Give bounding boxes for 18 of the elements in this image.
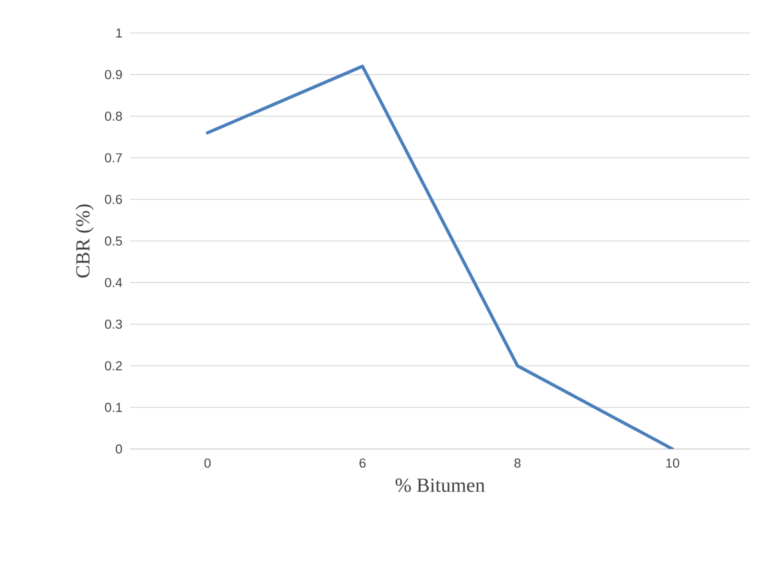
y-tick-label: 0.1 [104, 402, 122, 412]
x-tick-label: 0 [204, 458, 211, 468]
y-tick-label: 0.8 [104, 112, 122, 121]
y-tick-label: 0.6 [104, 194, 122, 204]
y-tick-label: 0 [116, 444, 122, 454]
y-tick-label: 0.2 [104, 361, 122, 370]
y-tick-label: 0.4 [104, 278, 122, 288]
line-series [206, 64, 674, 449]
x-tick-label: 10 [666, 458, 680, 468]
y-tick-label: 0.5 [104, 236, 122, 246]
x-tick-label: 6 [360, 458, 366, 468]
x-tick-label: 8 [514, 458, 521, 468]
y-tick-label: 0.3 [104, 320, 122, 329]
x-axis-title: % Bitumen [396, 478, 485, 492]
y-tick-label: 0.9 [104, 70, 122, 80]
y-axis-title: CBR (%) [76, 204, 94, 278]
y-tick-label: 1 [116, 28, 122, 38]
y-tick-label: 0.7 [104, 153, 122, 162]
